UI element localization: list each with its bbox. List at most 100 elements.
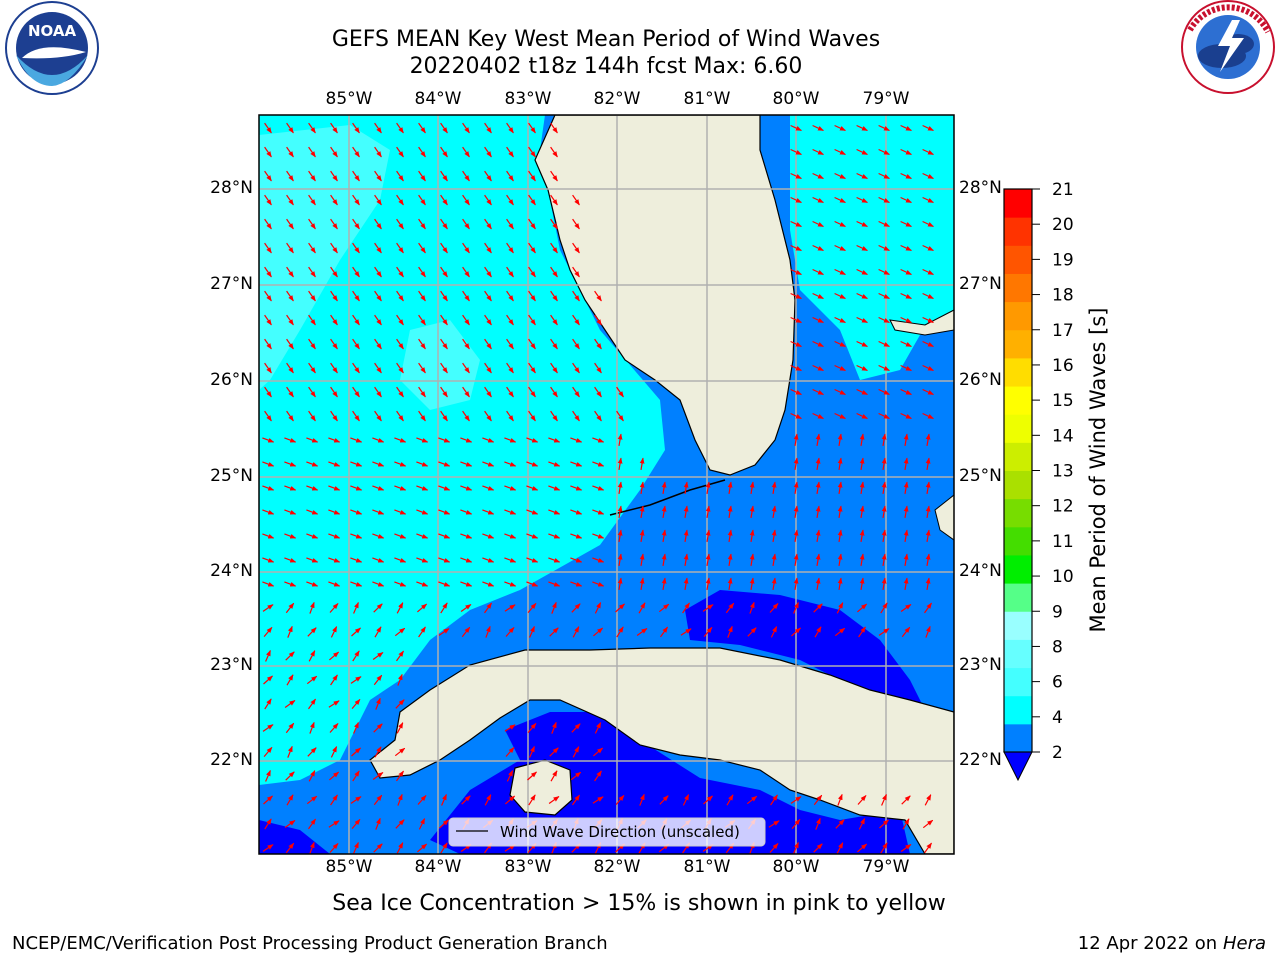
wind-wave-arrow (900, 196, 912, 204)
wind-wave-arrow (705, 577, 711, 591)
wind-wave-arrow (771, 577, 777, 591)
wind-wave-arrow (264, 290, 272, 302)
wind-wave-arrow (878, 316, 890, 324)
wind-wave-arrow (440, 410, 448, 422)
wind-wave-arrow (330, 362, 338, 374)
wind-wave-arrow (570, 485, 583, 491)
wind-wave-arrow (372, 533, 385, 539)
wind-wave-arrow (284, 485, 297, 491)
wind-wave-arrow (374, 386, 382, 398)
wind-wave-arrow (900, 844, 912, 852)
wind-wave-arrow (395, 699, 405, 709)
wind-wave-arrow (878, 196, 890, 204)
wind-wave-arrow (878, 220, 890, 228)
colorbar-segment (1004, 273, 1032, 303)
wind-wave-arrow (440, 338, 448, 350)
wind-wave-arrow (727, 529, 733, 543)
wind-wave-arrow (834, 316, 846, 324)
colorbar-segment (1004, 554, 1032, 584)
wind-wave-arrow (418, 122, 426, 134)
colorbar-segment (1004, 498, 1032, 528)
wind-wave-arrow (683, 505, 689, 519)
map-title: GEFS MEAN Key West Mean Period of Wind W… (331, 27, 881, 52)
wind-wave-arrow (418, 266, 426, 278)
wind-wave-arrow (834, 172, 846, 180)
wind-wave-arrow (484, 266, 492, 278)
wind-wave-arrow (639, 457, 645, 471)
wind-wave-arrow (550, 194, 558, 206)
wind-wave-arrow (922, 388, 934, 396)
colorbar-tick-label: 8 (1052, 637, 1063, 657)
wind-wave-arrow (617, 481, 623, 495)
wind-wave-arrow (837, 505, 843, 519)
wind-wave-arrow (286, 314, 294, 326)
wind-wave-arrow (286, 410, 294, 422)
wind-wave-arrow (263, 746, 273, 757)
wind-wave-arrow (352, 386, 360, 398)
wind-wave-arrow (352, 410, 360, 422)
colorbar-tick-label: 13 (1052, 462, 1074, 482)
wind-wave-arrow (309, 601, 315, 614)
wind-wave-arrow (527, 602, 537, 613)
wind-wave-arrow (374, 146, 382, 158)
wind-wave-arrow (308, 362, 316, 374)
wind-wave-arrow (264, 386, 272, 398)
wind-wave-arrow (771, 553, 777, 567)
wind-wave-arrow (484, 386, 492, 398)
wind-wave-arrow (374, 266, 382, 278)
wind-wave-arrow (550, 410, 558, 422)
wind-wave-arrow (836, 842, 844, 854)
lon-label-bottom: 85°W (325, 857, 373, 877)
wind-wave-arrow (749, 481, 755, 495)
wind-wave-arrow (550, 362, 558, 374)
wind-wave-arrow (658, 603, 670, 613)
wind-wave-arrow (440, 314, 448, 326)
wind-wave-arrow (771, 505, 777, 519)
wind-wave-arrow (771, 529, 777, 543)
footer-machine: Hera (1222, 933, 1266, 954)
wind-wave-arrow (749, 577, 755, 591)
wind-wave-arrow (793, 841, 799, 854)
wind-wave-arrow (790, 148, 802, 156)
colorbar-segment (1004, 217, 1032, 246)
wind-wave-arrow (262, 724, 274, 732)
lon-label-top: 79°W (862, 89, 910, 109)
wind-wave-arrow (330, 146, 338, 158)
wind-wave-arrow (837, 553, 843, 567)
wind-wave-arrow (925, 457, 931, 471)
wind-wave-arrow (352, 650, 360, 662)
wind-wave-arrow (572, 746, 580, 758)
wind-wave-arrow (727, 553, 733, 567)
wind-wave-arrow (593, 747, 604, 757)
noaa-logo: NOAA (5, 1, 99, 95)
wind-wave-arrow (506, 218, 514, 230)
wind-wave-arrow (396, 602, 404, 614)
wind-wave-arrow (615, 603, 625, 613)
wind-wave-arrow (925, 433, 931, 447)
wind-wave-arrow (396, 218, 404, 230)
wind-wave-arrow (482, 533, 495, 539)
wind-wave-arrow (572, 386, 580, 398)
wind-wave-arrow (264, 818, 272, 830)
wind-wave-arrow (528, 266, 536, 278)
wind-wave-arrow (922, 340, 934, 348)
wind-wave-arrow (484, 242, 492, 254)
wind-wave-arrow (264, 362, 272, 374)
wind-wave-arrow (417, 795, 427, 805)
wind-wave-arrow (439, 819, 449, 829)
wind-wave-arrow (394, 533, 407, 539)
wind-wave-arrow (395, 819, 405, 829)
wind-wave-arrow (594, 290, 602, 302)
wind-wave-arrow (813, 794, 823, 806)
wind-wave-arrow (394, 627, 406, 637)
wind-wave-arrow (856, 316, 868, 324)
wind-wave-arrow (570, 437, 583, 443)
wind-wave-arrow (529, 625, 535, 638)
colorbar-tick-label: 19 (1052, 250, 1074, 270)
wind-wave-arrow (396, 338, 404, 350)
colorbar-segment (1004, 470, 1032, 500)
wind-wave-arrow (570, 557, 583, 563)
wind-wave-arrow (374, 314, 382, 326)
wind-wave-arrow (901, 795, 911, 805)
wind-wave-arrow (351, 818, 361, 829)
